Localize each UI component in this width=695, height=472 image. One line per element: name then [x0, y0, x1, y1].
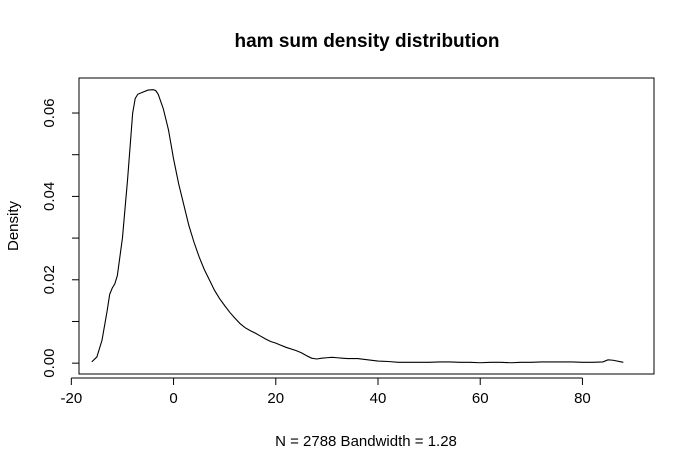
x-tick-label: 60 [472, 390, 489, 407]
x-axis-label: N = 2788 Bandwidth = 1.28 [275, 433, 457, 450]
y-tick-label: 0.00 [41, 349, 58, 378]
x-tick-label: 20 [267, 390, 284, 407]
y-axis: 0.00 0.02 0.04 0.06 [41, 98, 80, 378]
plot-frame [78, 77, 655, 375]
y-axis-label: Density [5, 200, 22, 251]
y-tick-label: 0.02 [41, 265, 58, 294]
x-tick-label: 0 [169, 390, 177, 407]
y-tick-label: 0.04 [41, 182, 58, 211]
chart-title: ham sum density distribution [235, 31, 500, 52]
density-line [91, 89, 624, 364]
x-axis: -20 0 20 40 60 80 [60, 377, 591, 407]
x-tick-label: 40 [370, 390, 387, 407]
y-tick-label: 0.06 [41, 98, 58, 127]
x-tick-label: -20 [60, 390, 82, 407]
x-tick-label: 80 [574, 390, 591, 407]
